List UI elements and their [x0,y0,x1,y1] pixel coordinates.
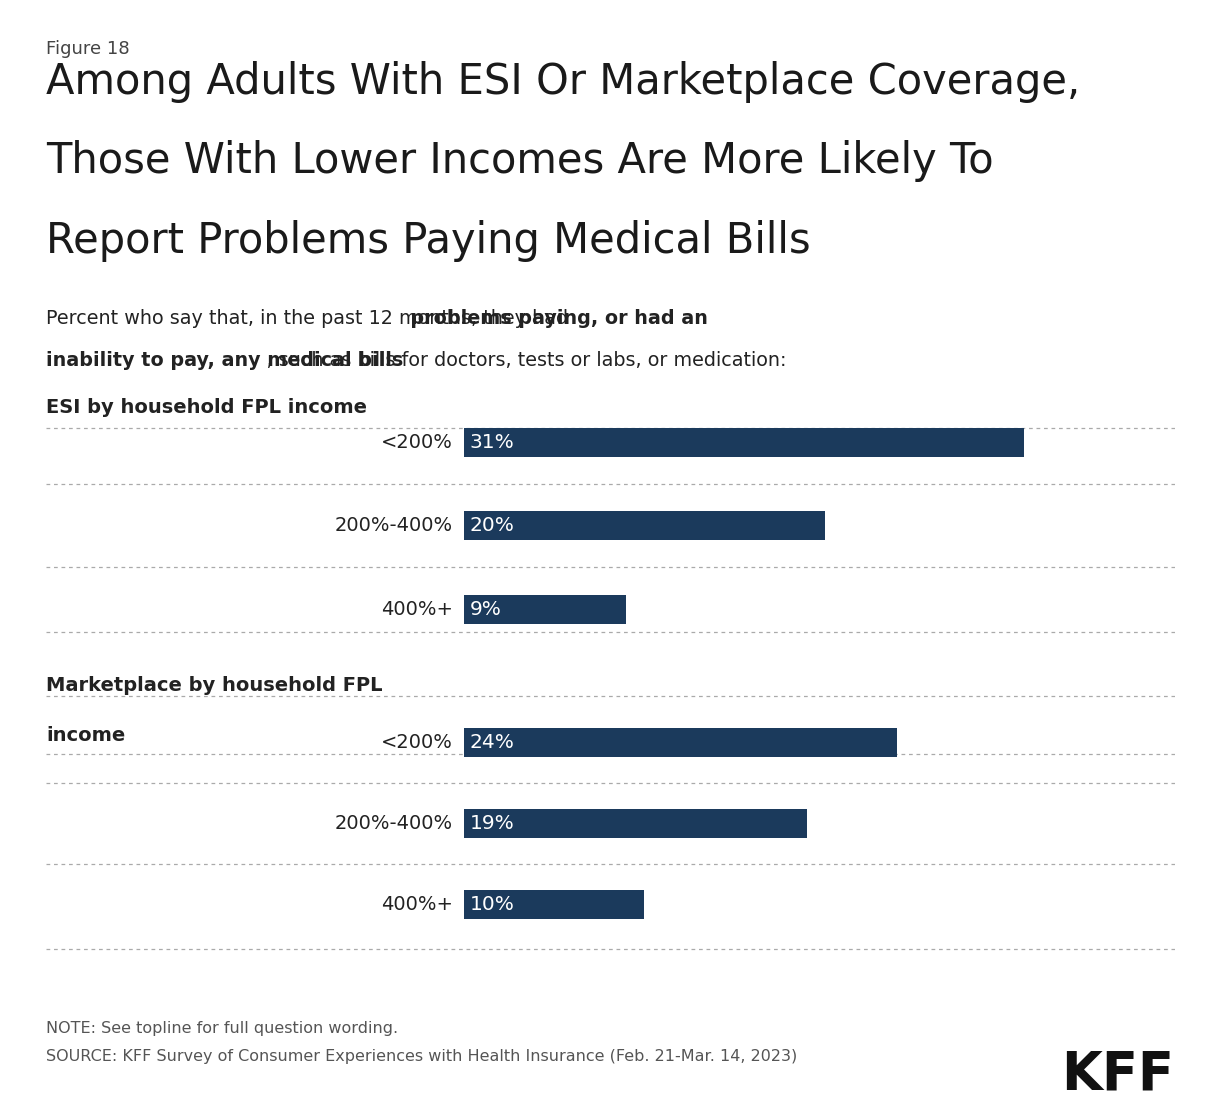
Bar [464,890,644,919]
Text: 20%: 20% [470,517,515,535]
Text: 400%+: 400%+ [381,599,453,618]
Text: 31%: 31% [470,433,515,452]
Text: Marketplace by household FPL: Marketplace by household FPL [46,676,383,696]
Text: problems paying, or had an: problems paying, or had an [46,309,709,328]
Bar [464,809,806,838]
Text: 10%: 10% [470,895,515,914]
Text: NOTE: See topline for full question wording.: NOTE: See topline for full question word… [46,1021,399,1037]
Bar [464,427,1024,457]
Text: Among Adults With ESI Or Marketplace Coverage,: Among Adults With ESI Or Marketplace Cov… [46,61,1081,103]
Text: 200%-400%: 200%-400% [334,517,453,535]
Bar [464,595,626,624]
Text: <200%: <200% [381,733,453,753]
Text: 19%: 19% [470,815,515,834]
Text: 400%+: 400%+ [381,895,453,914]
Text: Report Problems Paying Medical Bills: Report Problems Paying Medical Bills [46,220,811,262]
Text: income: income [46,726,126,745]
Text: <200%: <200% [381,433,453,452]
Text: KFF: KFF [1060,1049,1174,1101]
Text: ESI by household FPL income: ESI by household FPL income [46,397,367,416]
Text: Percent who say that, in the past 12 months, they had: Percent who say that, in the past 12 mon… [46,309,575,328]
Text: 200%-400%: 200%-400% [334,815,453,834]
Text: Figure 18: Figure 18 [46,40,131,57]
Bar [464,729,897,757]
Text: SOURCE: KFF Survey of Consumer Experiences with Health Insurance (Feb. 21-Mar. 1: SOURCE: KFF Survey of Consumer Experienc… [46,1049,798,1064]
Bar [464,511,825,540]
Text: , such as bills for doctors, tests or labs, or medication:: , such as bills for doctors, tests or la… [46,351,787,370]
Text: 9%: 9% [470,599,501,618]
Text: inability to pay, any medical bills: inability to pay, any medical bills [46,351,404,370]
Text: Those With Lower Incomes Are More Likely To: Those With Lower Incomes Are More Likely… [46,140,994,182]
Text: 24%: 24% [470,733,515,753]
